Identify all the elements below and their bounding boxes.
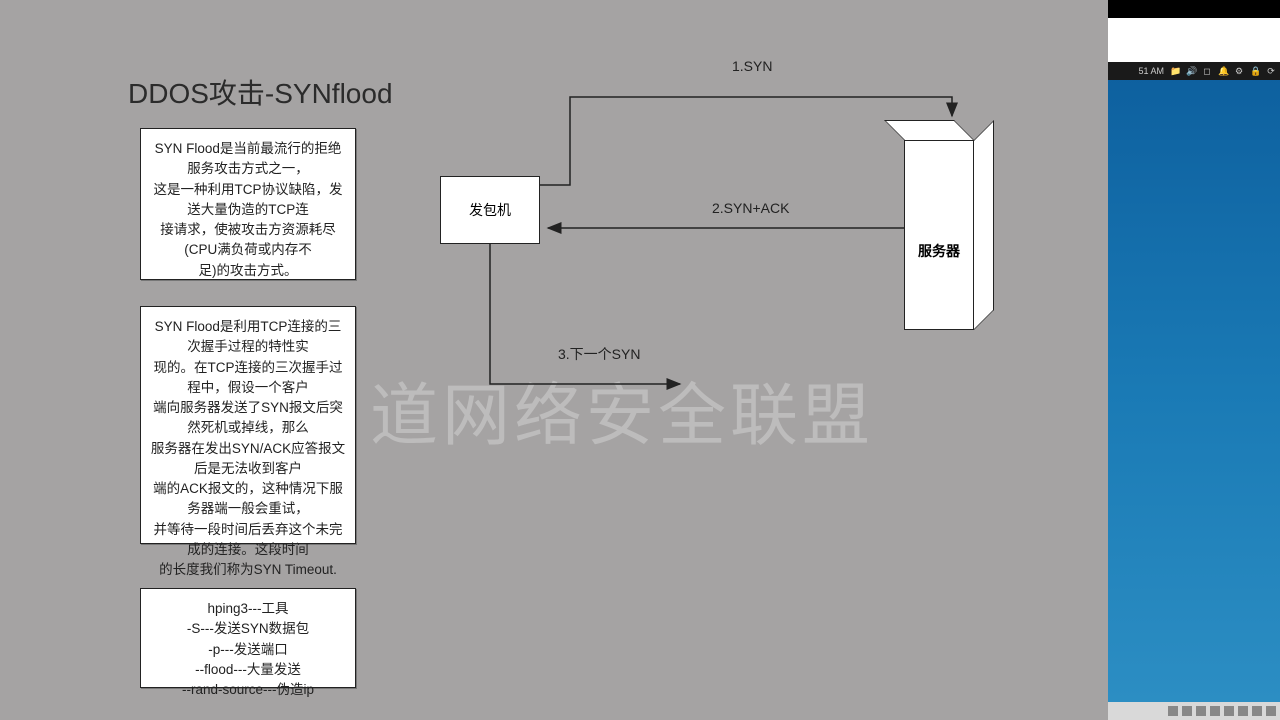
tray-icon-2[interactable] xyxy=(1182,706,1192,716)
browser-bar xyxy=(1108,18,1280,62)
tray-icon-4[interactable] xyxy=(1210,706,1220,716)
node-server-label: 服务器 xyxy=(918,243,960,259)
node-client-label: 发包机 xyxy=(469,200,511,220)
server-top-face xyxy=(884,120,974,140)
lock-icon[interactable]: 🔒 xyxy=(1250,66,1260,76)
top-taskbar: 51 AM 📁 🔊 ◻ 🔔 ⚙ 🔒 ⟳ xyxy=(1108,62,1280,80)
textbox-intro-text: SYN Flood是当前最流行的拒绝服务攻击方式之一，这是一种利用TCP协议缺陷… xyxy=(154,141,343,278)
label-synack: 2.SYN+ACK xyxy=(712,200,789,216)
node-client: 发包机 xyxy=(440,176,540,244)
tray-icon-5[interactable] xyxy=(1224,706,1234,716)
bottom-taskbar xyxy=(1108,702,1280,720)
textbox-hping3: hping3---工具-S---发送SYN数据包-p---发送端口--flood… xyxy=(140,588,356,688)
clock-text: 51 AM xyxy=(1138,66,1164,76)
tray-icon-8[interactable] xyxy=(1266,706,1276,716)
tray-icon-3[interactable] xyxy=(1196,706,1206,716)
server-side-face xyxy=(974,120,994,330)
syn-line xyxy=(540,97,952,185)
bell-icon[interactable]: 🔔 xyxy=(1218,66,1228,76)
textbox-handshake-text: SYN Flood是利用TCP连接的三次握手过程的特性实现的。在TCP连接的三次… xyxy=(151,319,345,577)
watermark: 道网络安全联盟 xyxy=(370,360,874,459)
label-syn: 1.SYN xyxy=(732,58,772,74)
sound-icon[interactable]: 🔊 xyxy=(1186,66,1196,76)
textbox-handshake: SYN Flood是利用TCP连接的三次握手过程的特性实现的。在TCP连接的三次… xyxy=(140,306,356,544)
textbox-hping3-text: hping3---工具-S---发送SYN数据包-p---发送端口--flood… xyxy=(182,601,314,697)
right-monitor: 51 AM 📁 🔊 ◻ 🔔 ⚙ 🔒 ⟳ xyxy=(1108,0,1280,720)
tray-icon-1[interactable] xyxy=(1168,706,1178,716)
page-title: DDOS攻击-SYNflood xyxy=(128,72,393,112)
tray-icon-6[interactable] xyxy=(1238,706,1248,716)
slide-area: DDOS攻击-SYNflood SYN Flood是当前最流行的拒绝服务攻击方式… xyxy=(0,0,1108,720)
server-front-face: 服务器 xyxy=(904,140,974,330)
gear-icon[interactable]: ⚙ xyxy=(1234,66,1244,76)
label-nextsyn: 3.下一个SYN xyxy=(558,344,640,364)
refresh-icon[interactable]: ⟳ xyxy=(1266,66,1276,76)
textbox-intro: SYN Flood是当前最流行的拒绝服务攻击方式之一，这是一种利用TCP协议缺陷… xyxy=(140,128,356,280)
desktop-area: 51 AM 📁 🔊 ◻ 🔔 ⚙ 🔒 ⟳ xyxy=(1108,62,1280,720)
square-icon[interactable]: ◻ xyxy=(1202,66,1212,76)
tray-icon-7[interactable] xyxy=(1252,706,1262,716)
folder-icon[interactable]: 📁 xyxy=(1170,66,1180,76)
